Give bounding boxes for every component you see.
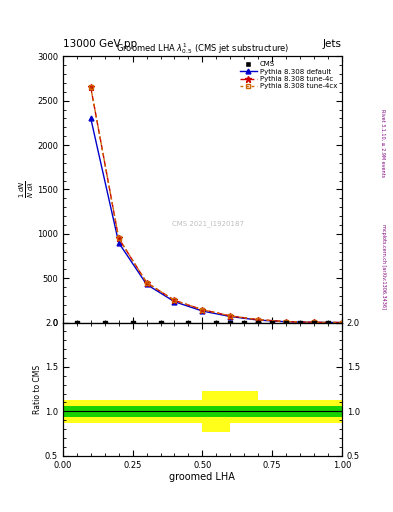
Pythia 8.308 tune-4cx bbox=[256, 316, 261, 323]
Text: Rivet 3.1.10, ≥ 2.9M events: Rivet 3.1.10, ≥ 2.9M events bbox=[381, 109, 386, 178]
Bar bbox=[202, 406, 230, 417]
CMS bbox=[185, 318, 192, 327]
Y-axis label: $\frac{1}{N}\frac{dN}{d\lambda}$: $\frac{1}{N}\frac{dN}{d\lambda}$ bbox=[17, 181, 35, 198]
Pythia 8.308 default bbox=[340, 319, 344, 326]
Text: 13000 GeV pp: 13000 GeV pp bbox=[63, 38, 137, 49]
CMS bbox=[241, 318, 248, 327]
Bar bbox=[286, 400, 314, 423]
CMS bbox=[269, 318, 275, 327]
Pythia 8.308 default bbox=[172, 298, 177, 305]
Pythia 8.308 default bbox=[284, 318, 288, 325]
Bar bbox=[91, 406, 119, 417]
Pythia 8.308 default bbox=[88, 115, 93, 121]
Pythia 8.308 default bbox=[312, 319, 316, 326]
Bar bbox=[119, 406, 147, 417]
CMS bbox=[130, 318, 136, 327]
Bar bbox=[314, 406, 342, 417]
Bar bbox=[286, 406, 314, 417]
Bar bbox=[230, 406, 258, 417]
Pythia 8.308 default bbox=[144, 281, 149, 287]
Bar bbox=[258, 400, 286, 423]
Bar bbox=[147, 406, 174, 417]
CMS bbox=[74, 318, 80, 327]
Text: Jets: Jets bbox=[323, 38, 342, 49]
Bar bbox=[91, 400, 119, 423]
Pythia 8.308 tune-4cx bbox=[200, 307, 205, 313]
Pythia 8.308 tune-4cx bbox=[144, 280, 149, 286]
Bar bbox=[258, 406, 286, 417]
Bar bbox=[174, 406, 202, 417]
Pythia 8.308 tune-4cx bbox=[228, 313, 233, 319]
Pythia 8.308 tune-4c bbox=[256, 316, 261, 323]
Bar bbox=[63, 400, 91, 423]
Bar bbox=[230, 391, 258, 423]
Pythia 8.308 default bbox=[116, 240, 121, 246]
Line: Pythia 8.308 tune-4c: Pythia 8.308 tune-4c bbox=[87, 84, 345, 326]
CMS bbox=[283, 318, 289, 327]
Pythia 8.308 tune-4c bbox=[144, 280, 149, 286]
Pythia 8.308 tune-4c bbox=[200, 307, 205, 313]
Text: mcplots.cern.ch [arXiv:1306.3436]: mcplots.cern.ch [arXiv:1306.3436] bbox=[381, 224, 386, 309]
Pythia 8.308 default bbox=[256, 317, 261, 323]
Bar bbox=[202, 391, 230, 432]
Pythia 8.308 tune-4c bbox=[116, 235, 121, 241]
Pythia 8.308 tune-4c bbox=[172, 297, 177, 304]
Line: Pythia 8.308 tune-4cx: Pythia 8.308 tune-4cx bbox=[88, 85, 344, 325]
CMS bbox=[311, 318, 317, 327]
Pythia 8.308 tune-4cx bbox=[284, 318, 288, 325]
Bar bbox=[147, 400, 174, 423]
Bar bbox=[63, 406, 91, 417]
Pythia 8.308 tune-4c bbox=[340, 319, 344, 326]
Pythia 8.308 default bbox=[228, 313, 233, 319]
X-axis label: groomed LHA: groomed LHA bbox=[169, 472, 235, 482]
Pythia 8.308 tune-4cx bbox=[340, 319, 344, 326]
Title: Groomed LHA $\lambda^{1}_{0.5}$ (CMS jet substructure): Groomed LHA $\lambda^{1}_{0.5}$ (CMS jet… bbox=[116, 41, 289, 56]
CMS bbox=[101, 318, 108, 327]
Pythia 8.308 tune-4cx bbox=[172, 297, 177, 304]
Pythia 8.308 tune-4cx bbox=[312, 319, 316, 325]
Pythia 8.308 tune-4c bbox=[228, 313, 233, 319]
CMS bbox=[255, 318, 261, 327]
Pythia 8.308 tune-4c bbox=[88, 84, 93, 91]
CMS bbox=[297, 318, 303, 327]
CMS bbox=[213, 318, 220, 327]
Pythia 8.308 tune-4c bbox=[312, 319, 316, 325]
Pythia 8.308 tune-4cx bbox=[116, 235, 121, 241]
Legend: CMS, Pythia 8.308 default, Pythia 8.308 tune-4c, Pythia 8.308 tune-4cx: CMS, Pythia 8.308 default, Pythia 8.308 … bbox=[238, 60, 338, 91]
Text: CMS 2021_I1920187: CMS 2021_I1920187 bbox=[172, 221, 244, 227]
Y-axis label: Ratio to CMS: Ratio to CMS bbox=[33, 365, 42, 414]
Bar bbox=[174, 400, 202, 423]
Pythia 8.308 tune-4cx bbox=[88, 84, 93, 91]
CMS bbox=[227, 318, 233, 327]
CMS bbox=[325, 318, 331, 327]
CMS bbox=[157, 318, 164, 327]
Line: Pythia 8.308 default: Pythia 8.308 default bbox=[88, 116, 344, 325]
Bar bbox=[314, 400, 342, 423]
Bar bbox=[119, 400, 147, 423]
Pythia 8.308 default bbox=[200, 308, 205, 314]
Pythia 8.308 tune-4c bbox=[284, 318, 288, 325]
